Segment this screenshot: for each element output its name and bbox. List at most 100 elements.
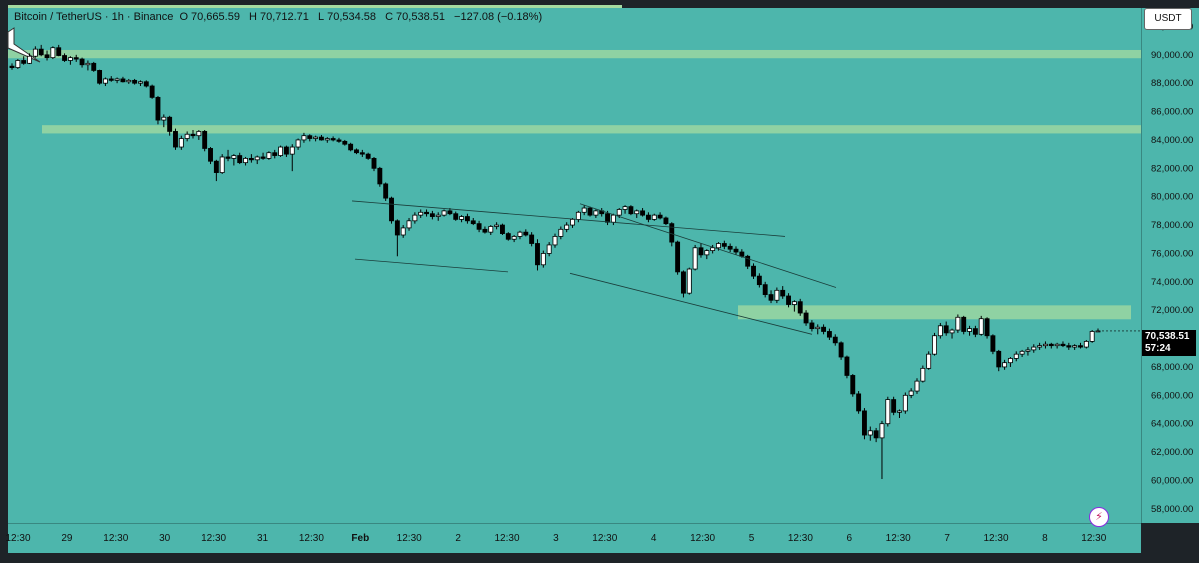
candle-body bbox=[943, 325, 949, 334]
y-tick-label: 58,000.00 bbox=[1151, 504, 1193, 515]
candle-body bbox=[535, 243, 540, 266]
y-tick-label: 64,000.00 bbox=[1151, 419, 1193, 430]
candle-body bbox=[710, 247, 716, 252]
candle-body bbox=[44, 54, 50, 59]
candle-body bbox=[587, 207, 593, 216]
candle-body bbox=[173, 131, 178, 148]
x-tick-label: 12:30 bbox=[690, 533, 715, 544]
candle-body bbox=[213, 160, 219, 173]
candle-body bbox=[470, 220, 476, 225]
candle-body bbox=[809, 322, 815, 330]
close-value: 70,538.51 bbox=[396, 11, 445, 23]
candle-body bbox=[862, 410, 867, 436]
candle-body bbox=[225, 156, 231, 159]
candle-body bbox=[50, 47, 56, 59]
x-tick-label: 12:30 bbox=[103, 533, 128, 544]
candle-body bbox=[575, 211, 581, 220]
currency-button[interactable]: USDT bbox=[1144, 8, 1192, 30]
candle-body bbox=[628, 206, 634, 215]
candle-body bbox=[85, 62, 91, 66]
candle-body bbox=[400, 227, 406, 236]
candle-body bbox=[616, 209, 622, 216]
candle-body bbox=[1083, 341, 1089, 348]
x-tick-label: 5 bbox=[749, 533, 755, 544]
candle-body bbox=[961, 316, 967, 332]
candle-body bbox=[780, 289, 786, 297]
candle-body bbox=[27, 55, 32, 64]
candle-body bbox=[570, 218, 575, 226]
candle-body bbox=[231, 155, 237, 159]
candle-body bbox=[301, 135, 307, 141]
x-tick-label: 31 bbox=[257, 533, 269, 544]
candle-body bbox=[815, 326, 821, 330]
candle-body bbox=[1019, 350, 1025, 355]
candle-body bbox=[657, 214, 663, 219]
candle-body bbox=[494, 224, 500, 227]
candle-body bbox=[552, 236, 558, 246]
candle-body bbox=[832, 336, 838, 344]
candle-body bbox=[698, 247, 704, 256]
candle-body bbox=[424, 211, 429, 215]
candle-body bbox=[1089, 331, 1095, 342]
candle-body bbox=[926, 353, 932, 369]
candle-body bbox=[354, 149, 359, 154]
x-tick-label: 7 bbox=[944, 533, 950, 544]
resistance-zone bbox=[738, 305, 1131, 320]
x-tick-label: 12:30 bbox=[1081, 533, 1106, 544]
candle-body bbox=[342, 140, 348, 145]
candle-body bbox=[38, 48, 44, 56]
resistance-zone bbox=[42, 125, 1141, 134]
candle-body bbox=[132, 79, 138, 84]
candle-body bbox=[716, 243, 721, 249]
candle-body bbox=[1072, 345, 1078, 348]
candle-body bbox=[949, 329, 955, 334]
candle-body bbox=[704, 250, 710, 256]
plot-area[interactable] bbox=[8, 8, 1141, 523]
price-axis[interactable] bbox=[1141, 8, 1199, 523]
candle-body bbox=[178, 138, 184, 148]
y-tick-label: 74,000.00 bbox=[1151, 277, 1193, 288]
candle-body bbox=[529, 234, 535, 244]
candle-body bbox=[15, 60, 21, 68]
candle-body bbox=[505, 233, 511, 240]
x-tick-label: 6 bbox=[847, 533, 853, 544]
candle-body bbox=[523, 231, 529, 236]
candle-body bbox=[143, 81, 149, 87]
candle-body bbox=[920, 367, 926, 382]
candle-body bbox=[651, 214, 657, 220]
trendline bbox=[579, 203, 837, 288]
candle-body bbox=[248, 157, 254, 161]
candle-body bbox=[844, 356, 850, 376]
low-value: 70,534.58 bbox=[327, 11, 377, 23]
candle-body bbox=[751, 265, 756, 277]
time-axis[interactable] bbox=[8, 523, 1141, 554]
candle-body bbox=[838, 342, 844, 358]
lightning-icon[interactable]: ⚡ bbox=[1089, 507, 1109, 527]
candle-body bbox=[1054, 343, 1060, 347]
open-value: 70,665.59 bbox=[191, 11, 240, 23]
candle-body bbox=[1078, 345, 1083, 348]
candle-body bbox=[447, 210, 453, 215]
candle-body bbox=[610, 214, 616, 223]
candle-body bbox=[897, 410, 902, 413]
candle-body bbox=[307, 135, 313, 139]
trendline bbox=[351, 200, 786, 237]
y-tick-label: 80,000.00 bbox=[1151, 192, 1193, 203]
y-tick-label: 86,000.00 bbox=[1151, 107, 1193, 118]
x-tick-label: 12:30 bbox=[886, 533, 911, 544]
candle-body bbox=[62, 55, 67, 61]
y-tick-label: 68,000.00 bbox=[1151, 362, 1193, 373]
candle-body bbox=[932, 335, 937, 355]
candle-body bbox=[937, 325, 943, 337]
candle-body bbox=[914, 380, 920, 392]
symbol-title: Bitcoin / TetherUS · 1h · Binance bbox=[14, 11, 174, 23]
trendline bbox=[569, 272, 813, 335]
candle-body bbox=[330, 138, 336, 141]
candle-body bbox=[1048, 343, 1054, 347]
candle-body bbox=[359, 152, 365, 155]
resistance-zone bbox=[8, 49, 1141, 59]
y-tick-label: 90,000.00 bbox=[1151, 50, 1193, 61]
candle-body bbox=[283, 146, 289, 155]
candle-body bbox=[102, 78, 108, 84]
candle-body bbox=[435, 214, 441, 217]
